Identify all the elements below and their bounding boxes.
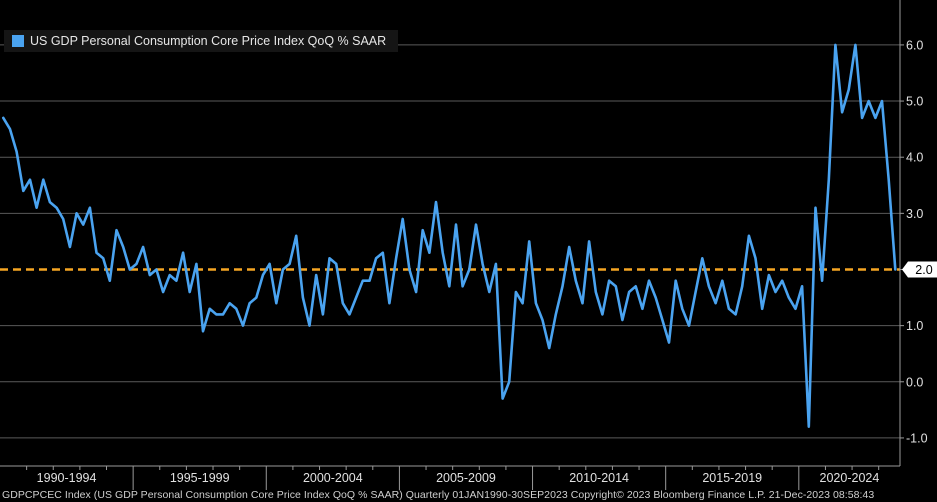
legend-swatch: [12, 35, 24, 47]
reference-value-label: 2.0: [915, 263, 932, 277]
legend-label: US GDP Personal Consumption Core Price I…: [30, 34, 387, 48]
chart-canvas: 6.0 5.0 4.0 3.0 1.0 0.0 -1.0 1990-1994 1995-1999…: [0, 0, 937, 490]
y-tick-label: -1.0: [906, 431, 928, 445]
x-tick-label: 2005-2009: [436, 471, 496, 485]
y-tick-label: 4.0: [906, 151, 923, 165]
y-tick-label: 6.0: [906, 38, 923, 52]
y-tick-label: 1.0: [906, 319, 923, 333]
reference-value-tag: [902, 261, 937, 278]
x-tick-label: 2020-2024: [820, 471, 880, 485]
y-tick-label: 3.0: [906, 207, 923, 221]
x-tick-label: 2010-2014: [569, 471, 629, 485]
legend: US GDP Personal Consumption Core Price I…: [4, 30, 398, 52]
chart-footer: GDPCPCEC Index (US GDP Personal Consumpt…: [2, 489, 875, 501]
series-layer: [1, 43, 897, 429]
axis-layer: 6.0 5.0 4.0 3.0 1.0 0.0 -1.0 1990-1994 1995-1999…: [0, 0, 937, 490]
grid-layer: [0, 44, 900, 439]
x-tick-label: 1990-1994: [37, 471, 97, 485]
y-tick-label: 0.0: [906, 375, 923, 389]
y-tick-label: 5.0: [906, 95, 923, 109]
x-tick-label: 2015-2019: [702, 471, 762, 485]
x-tick-label: 2000-2004: [303, 471, 363, 485]
x-tick-label: 1995-1999: [170, 471, 230, 485]
series-line: [1, 43, 897, 429]
